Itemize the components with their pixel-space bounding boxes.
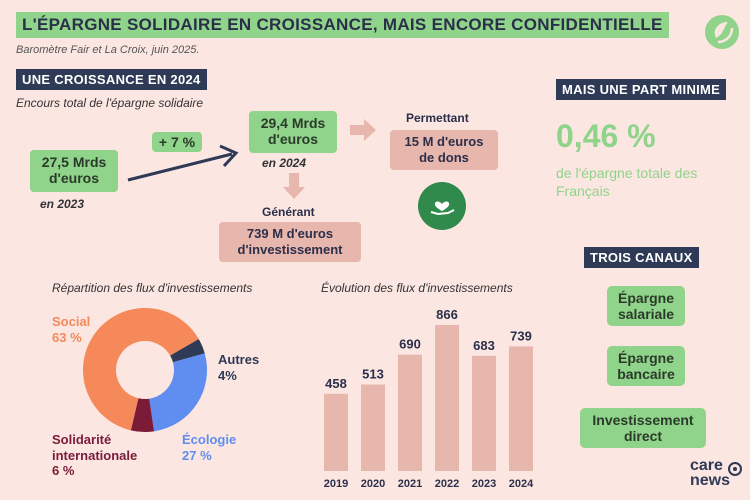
page-title: L'ÉPARGNE SOLIDAIRE EN CROISSANCE, MAIS … [16,12,669,38]
down-arrow-icon [283,173,305,199]
x-tick-label: 2022 [435,478,459,490]
channel-item: Épargne bancaire [607,346,685,387]
channel-item: Investissement direct [580,408,706,449]
x-tick-label: 2023 [472,478,496,490]
bar-value-label: 866 [436,307,458,322]
generating-label: Générant [262,205,315,219]
heart-hand-icon [418,182,466,230]
bar-value-label: 690 [399,337,421,352]
channels-heading: TROIS CANAUX [584,247,699,268]
bar [398,354,422,471]
value-2024: 29,4 Mrds d'euros [249,111,337,153]
donut-label-solidarite: Solidarité internationale 6 % [52,432,162,479]
slice-name: Écologie [182,432,237,447]
value-2023: 27,5 Mrds d'euros [30,150,118,192]
year-2024: en 2024 [262,156,307,170]
bar [472,355,496,471]
donut-title: Répartition des flux d'investissements [52,281,253,295]
donut-chart [82,308,207,432]
leaf-logo-icon [705,15,739,49]
share-heading: MAIS UNE PART MINIME [556,79,727,100]
slice-value: 63 % [52,329,82,345]
slice-name: Social [52,314,91,329]
share-value: 0,46 % [556,118,656,154]
donut-label-autres: Autres 4% [218,352,259,383]
right-arrow-icon [350,119,376,141]
slice-value: 6 % [52,463,75,479]
donut-slice [82,308,199,431]
bar [361,384,385,471]
donut-slice [149,353,207,432]
donut-label-social: Social 63 % [52,314,90,345]
growth-arrow-icon [127,144,239,182]
growth-change: + 7 % [152,132,202,152]
bar-chart-title: Évolution des flux d'investissements [321,281,513,295]
donut-label-ecologie: Écologie 27 % [182,432,236,463]
share-caption: de l'épargne totale des Français [556,165,698,199]
donut-slice [130,398,155,432]
slice-value: 27 % [182,447,212,463]
bar-value-label: 739 [510,328,532,343]
donations-value: 15 M d'euros de dons [390,130,498,170]
slice-name: Autres [218,352,260,367]
growth-heading: UNE CROISSANCE EN 2024 [16,69,207,90]
enabling-label: Permettant [406,111,469,125]
bar-value-label: 683 [473,338,495,353]
page-subtitle: Baromètre Fair et La Croix, juin 2025. [16,44,200,56]
brand-line1: care [690,457,723,474]
bar [435,325,459,471]
x-tick-label: 2019 [324,478,348,490]
brand-line2: news [690,472,731,490]
x-tick-label: 2021 [398,478,422,490]
brand-logo: care news [690,457,731,490]
year-2023: en 2023 [40,197,85,211]
bar [509,346,533,471]
investment-value: 739 M d'euros d'investissement [219,222,361,262]
growth-caption: Encours total de l'épargne solidaire [16,96,204,110]
bar-chart: 458 2019 513 2020 690 2021 866 2022 683 2023 739 20… [324,307,534,490]
slice-value: 4% [218,367,237,383]
bar [324,393,348,471]
bar-value-label: 513 [362,367,384,382]
x-tick-label: 2024 [509,478,534,490]
x-tick-label: 2020 [361,478,385,490]
slice-name: Solidarité internationale [52,432,138,463]
brand-swirl-icon [728,462,742,476]
donut-slice [170,339,205,363]
channel-item: Épargne salariale [607,286,685,327]
bar-value-label: 458 [325,376,347,391]
